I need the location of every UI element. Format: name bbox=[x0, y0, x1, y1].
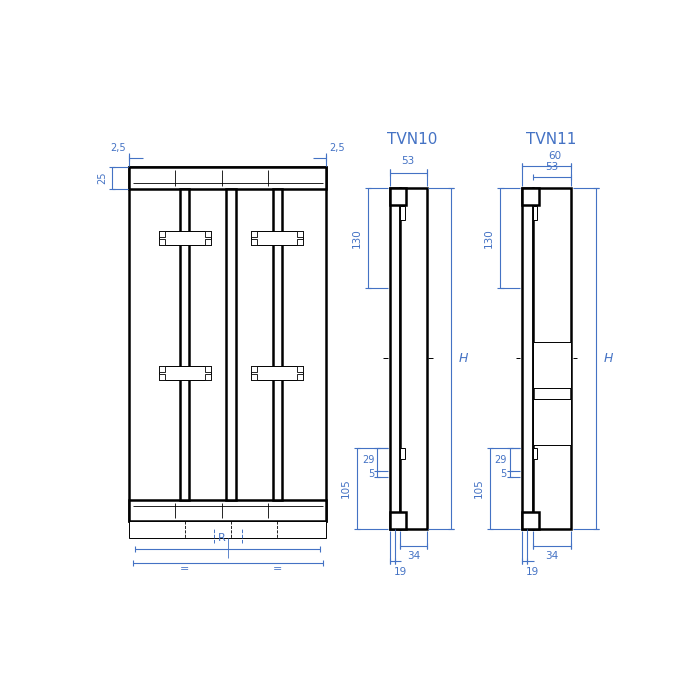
Bar bbox=[272, 189, 281, 500]
Bar bbox=[297, 366, 303, 372]
Text: 130: 130 bbox=[352, 228, 362, 248]
Text: 2,5: 2,5 bbox=[111, 143, 126, 153]
Bar bbox=[158, 231, 164, 237]
Text: =: = bbox=[272, 564, 282, 575]
Bar bbox=[400, 188, 426, 529]
Bar bbox=[297, 239, 303, 245]
Text: 105: 105 bbox=[341, 478, 351, 498]
Bar bbox=[522, 188, 533, 529]
Bar bbox=[158, 366, 211, 379]
Bar bbox=[130, 167, 326, 189]
Bar bbox=[204, 366, 211, 372]
Bar bbox=[533, 342, 571, 388]
Bar bbox=[251, 374, 257, 379]
Text: 19: 19 bbox=[393, 567, 407, 577]
Bar bbox=[297, 374, 303, 379]
Text: 25: 25 bbox=[97, 172, 107, 184]
Text: 5: 5 bbox=[500, 468, 507, 479]
Bar bbox=[180, 189, 189, 500]
Bar bbox=[522, 188, 539, 205]
Text: 34: 34 bbox=[545, 552, 559, 561]
Text: 29: 29 bbox=[494, 455, 507, 465]
Text: H: H bbox=[603, 351, 613, 365]
Text: 53: 53 bbox=[545, 162, 559, 172]
Bar bbox=[204, 374, 211, 379]
Bar bbox=[226, 189, 235, 500]
Bar bbox=[158, 366, 164, 372]
Bar bbox=[297, 231, 303, 237]
Text: 60: 60 bbox=[548, 151, 561, 161]
Text: 34: 34 bbox=[407, 552, 420, 561]
Bar bbox=[533, 448, 538, 459]
Bar bbox=[389, 188, 407, 205]
Text: R: R bbox=[218, 533, 225, 543]
Bar bbox=[130, 167, 326, 522]
Bar bbox=[389, 188, 400, 529]
Bar bbox=[251, 231, 257, 237]
Bar bbox=[158, 239, 164, 245]
Text: H: H bbox=[459, 351, 468, 365]
Bar bbox=[533, 206, 538, 220]
Text: 53: 53 bbox=[401, 156, 414, 167]
Text: 19: 19 bbox=[526, 567, 540, 577]
Bar bbox=[389, 512, 407, 529]
Bar bbox=[204, 239, 211, 245]
Bar bbox=[533, 399, 571, 445]
Bar bbox=[130, 522, 326, 538]
Bar bbox=[251, 231, 303, 245]
Text: 2,5: 2,5 bbox=[330, 143, 345, 153]
Text: 105: 105 bbox=[473, 478, 484, 498]
Text: TVN11: TVN11 bbox=[526, 132, 576, 147]
Bar bbox=[204, 231, 211, 237]
Bar bbox=[130, 500, 326, 522]
Text: 130: 130 bbox=[484, 228, 494, 248]
Bar bbox=[533, 188, 571, 529]
Text: 5: 5 bbox=[368, 468, 374, 479]
Text: 29: 29 bbox=[362, 455, 375, 465]
Text: TVN10: TVN10 bbox=[388, 132, 438, 147]
Bar bbox=[158, 374, 164, 379]
Bar bbox=[251, 366, 303, 379]
Bar bbox=[251, 366, 257, 372]
Bar bbox=[251, 239, 257, 245]
Bar bbox=[400, 448, 405, 459]
Bar bbox=[400, 206, 405, 220]
Bar bbox=[522, 512, 539, 529]
Bar bbox=[158, 231, 211, 245]
Text: =: = bbox=[180, 564, 190, 575]
